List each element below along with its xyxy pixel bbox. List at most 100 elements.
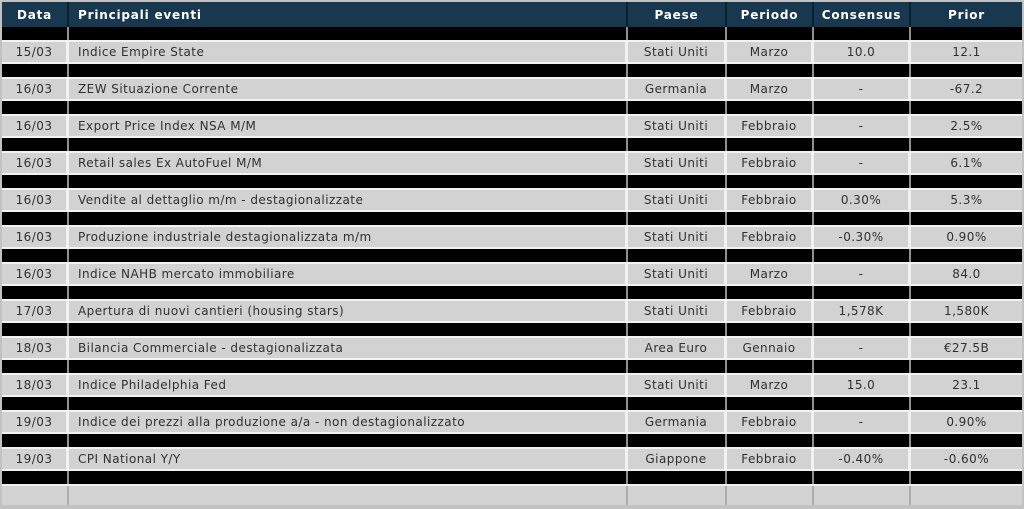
separator-cell	[814, 360, 911, 373]
cell-periodo: Marzo	[727, 79, 814, 99]
separator-row	[2, 138, 1022, 151]
separator-cell	[727, 471, 814, 484]
cell-data: 18/03	[2, 375, 69, 395]
cell-paese: Stati Uniti	[628, 264, 727, 284]
separator-row	[2, 175, 1022, 188]
separator-cell	[2, 27, 69, 40]
cell-data: 16/03	[2, 153, 69, 173]
separator-cell	[911, 323, 1022, 336]
cell-consensus: -0.40%	[814, 449, 911, 469]
cell-periodo: Gennaio	[727, 338, 814, 358]
cell-consensus: 1,578K	[814, 301, 911, 321]
cell-prior: 0.90%	[946, 415, 987, 429]
cell-prior: 1,580K	[944, 304, 989, 318]
cell-prior: €27.5B	[943, 341, 990, 355]
table-row: 16/03 Produzione industriale destagionali…	[2, 225, 1022, 249]
cell-evento: Vendite al dettaglio m/m - destagionaliz…	[69, 190, 628, 210]
cell-prior: 6.1%	[950, 156, 983, 170]
separator-cell	[69, 175, 628, 188]
separator-cell	[628, 175, 727, 188]
separator-cell	[69, 434, 628, 447]
separator-cell	[727, 101, 814, 114]
cell-data: 16/03	[2, 190, 69, 210]
cell-consensus: 0.30%	[814, 190, 911, 210]
cell-prior: 84.0	[952, 267, 981, 281]
separator-cell	[727, 64, 814, 77]
cell-evento: Produzione industriale destagionalizzata…	[69, 227, 628, 247]
column-header-paese: Paese	[628, 2, 727, 27]
separator-cell	[2, 175, 69, 188]
separator-cell	[814, 323, 911, 336]
cell-data: 16/03	[2, 116, 69, 136]
separator-cell	[727, 397, 814, 410]
separator-cell	[69, 138, 628, 151]
separator-cell	[814, 175, 911, 188]
separator-cell	[814, 397, 911, 410]
cell-evento: Bilancia Commerciale - destagionalizzata	[69, 338, 628, 358]
separator-row	[2, 212, 1022, 225]
cell-evento: ZEW Situazione Corrente	[69, 79, 628, 99]
separator-row	[2, 101, 1022, 114]
cell-periodo: Febbraio	[727, 116, 814, 136]
separator-cell	[727, 27, 814, 40]
separator-cell	[628, 138, 727, 151]
separator-row	[2, 27, 1022, 40]
cell-data: 16/03	[2, 264, 69, 284]
separator-cell	[69, 397, 628, 410]
cell-paese: Stati Uniti	[628, 375, 727, 395]
table-row: 16/03 Indice NAHB mercato immobiliare Stat…	[2, 262, 1022, 286]
separator-cell	[911, 64, 1022, 77]
separator-cell	[911, 27, 1022, 40]
cell-paese: Stati Uniti	[628, 301, 727, 321]
separator-cell	[727, 175, 814, 188]
cell-prior: 23.1	[952, 378, 981, 392]
empty-cell	[814, 486, 911, 505]
cell-evento: CPI National Y/Y	[69, 449, 628, 469]
cell-paese: Germania	[628, 79, 727, 99]
cell-periodo: Marzo	[727, 264, 814, 284]
cell-periodo: Febbraio	[727, 153, 814, 173]
separator-cell	[814, 434, 911, 447]
cell-evento: Apertura di nuovi cantieri (housing star…	[69, 301, 628, 321]
table-row: 16/03 Retail sales Ex AutoFuel M/M Stati U…	[2, 151, 1022, 175]
separator-cell	[727, 286, 814, 299]
cell-periodo: Febbraio	[727, 412, 814, 432]
separator-cell	[2, 286, 69, 299]
separator-cell	[69, 212, 628, 225]
separator-row	[2, 323, 1022, 336]
cell-consensus: -	[814, 412, 911, 432]
separator-cell	[69, 64, 628, 77]
separator-row	[2, 434, 1022, 447]
separator-cell	[628, 471, 727, 484]
separator-cell	[2, 323, 69, 336]
separator-cell	[911, 360, 1022, 373]
separator-cell	[727, 249, 814, 262]
separator-row	[2, 286, 1022, 299]
column-header-prior: Prior	[948, 7, 985, 22]
cell-paese: Area Euro	[628, 338, 727, 358]
cell-data: 16/03	[2, 79, 69, 99]
cell-consensus: -	[814, 79, 911, 99]
separator-cell	[814, 249, 911, 262]
separator-cell	[814, 471, 911, 484]
separator-cell	[911, 175, 1022, 188]
separator-cell	[911, 138, 1022, 151]
cell-prior: -0.60%	[943, 452, 990, 466]
cell-paese: Stati Uniti	[628, 190, 727, 210]
separator-cell	[628, 249, 727, 262]
empty-cell	[727, 486, 814, 505]
cell-evento: Retail sales Ex AutoFuel M/M	[69, 153, 628, 173]
cell-prior: 0.90%	[946, 230, 987, 244]
table-row: 19/03 Indice dei prezzi alla produzione a…	[2, 410, 1022, 434]
separator-cell	[628, 212, 727, 225]
cell-data: 19/03	[2, 412, 69, 432]
column-header-consensus: Consensus	[814, 2, 911, 27]
cell-data: 19/03	[2, 449, 69, 469]
cell-paese: Stati Uniti	[628, 42, 727, 62]
empty-cell	[911, 486, 1022, 505]
empty-cell	[69, 486, 628, 505]
separator-cell	[911, 434, 1022, 447]
separator-row	[2, 397, 1022, 410]
separator-cell	[727, 212, 814, 225]
separator-row	[2, 64, 1022, 77]
